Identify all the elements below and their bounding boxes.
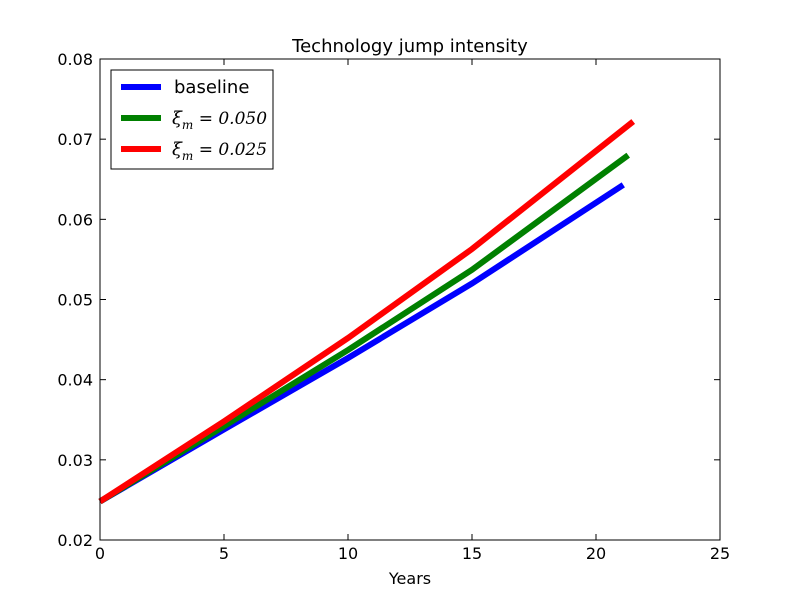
x-tick-label: 10 (338, 544, 358, 563)
y-tick-label: 0.03 (57, 451, 93, 470)
legend-value: = 0.050 (193, 109, 267, 129)
legend-label-2: ξm = 0.025 (172, 139, 267, 163)
series-line-2 (98, 119, 636, 505)
legend-label-1: ξm = 0.050 (172, 108, 267, 132)
x-tick-label: 25 (710, 544, 730, 563)
y-tick-label: 0.05 (57, 291, 93, 310)
series-lines (98, 119, 636, 505)
y-tick-label: 0.08 (57, 50, 93, 69)
y-tick-label: 0.04 (57, 371, 93, 390)
legend-value: = 0.025 (193, 140, 267, 160)
x-axis-label: Years (388, 569, 431, 588)
x-axis: 0 5 10 15 20 25 Years (95, 59, 730, 588)
x-tick-label: 0 (95, 544, 105, 563)
x-tick-label: 15 (462, 544, 482, 563)
legend-symbol: ξ (172, 108, 183, 129)
x-tick-label: 5 (219, 544, 229, 563)
legend-subscript: m (182, 118, 193, 132)
y-axis: 0.02 0.03 0.04 0.05 0.06 0.07 0.08 (57, 50, 720, 550)
chart-title: Technology jump intensity (291, 36, 528, 57)
y-tick-label: 0.02 (57, 531, 93, 550)
legend-label-0: baseline (174, 77, 249, 98)
x-tick-label: 20 (586, 544, 606, 563)
legend-subscript: m (182, 149, 193, 163)
legend-symbol: ξ (172, 139, 183, 160)
y-tick-label: 0.07 (57, 130, 93, 149)
y-tick-label: 0.06 (57, 210, 93, 229)
